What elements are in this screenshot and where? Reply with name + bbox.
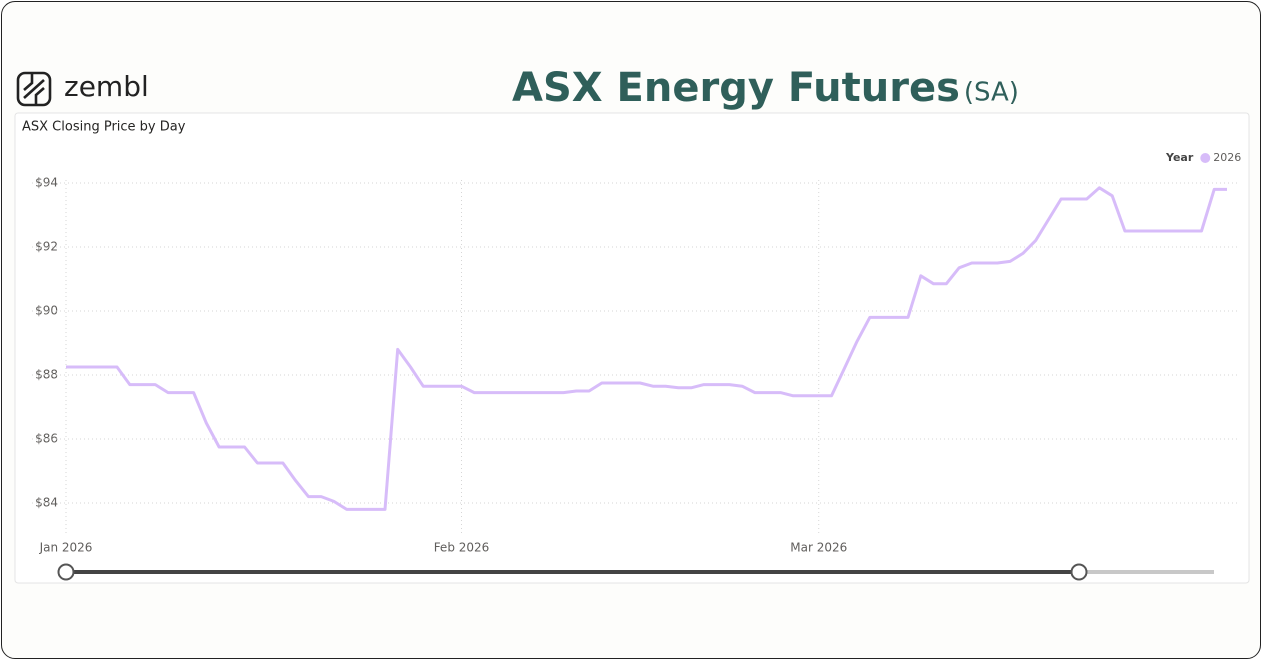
x-tick-label: Mar 2026 [790,541,847,555]
legend-label: 2026 [1213,151,1241,164]
legend-marker [1200,153,1211,163]
y-tick-label: $90 [35,304,58,318]
chart-panel [14,112,1250,584]
y-tick-label: $92 [35,240,58,254]
logo-icon [16,71,52,107]
logo-text: zembl [64,70,149,103]
page-title-suffix: (SA) [964,78,1019,108]
range-slider [57,563,1214,581]
chart-title: ASX Closing Price by Day [22,120,186,135]
x-tick-label: Jan 2026 [39,541,93,555]
slider-handle[interactable] [57,563,75,581]
y-tick-label: $86 [35,432,58,446]
y-tick-label: $88 [35,368,58,382]
slider-handle[interactable] [1070,563,1088,581]
y-tick-label: $84 [35,496,58,510]
series-line [66,186,1227,511]
legend-title: Year [1165,151,1194,164]
page-title: ASX Energy Futures [512,65,960,111]
x-tick-label: Feb 2026 [434,541,490,555]
y-tick-label: $94 [35,176,58,190]
